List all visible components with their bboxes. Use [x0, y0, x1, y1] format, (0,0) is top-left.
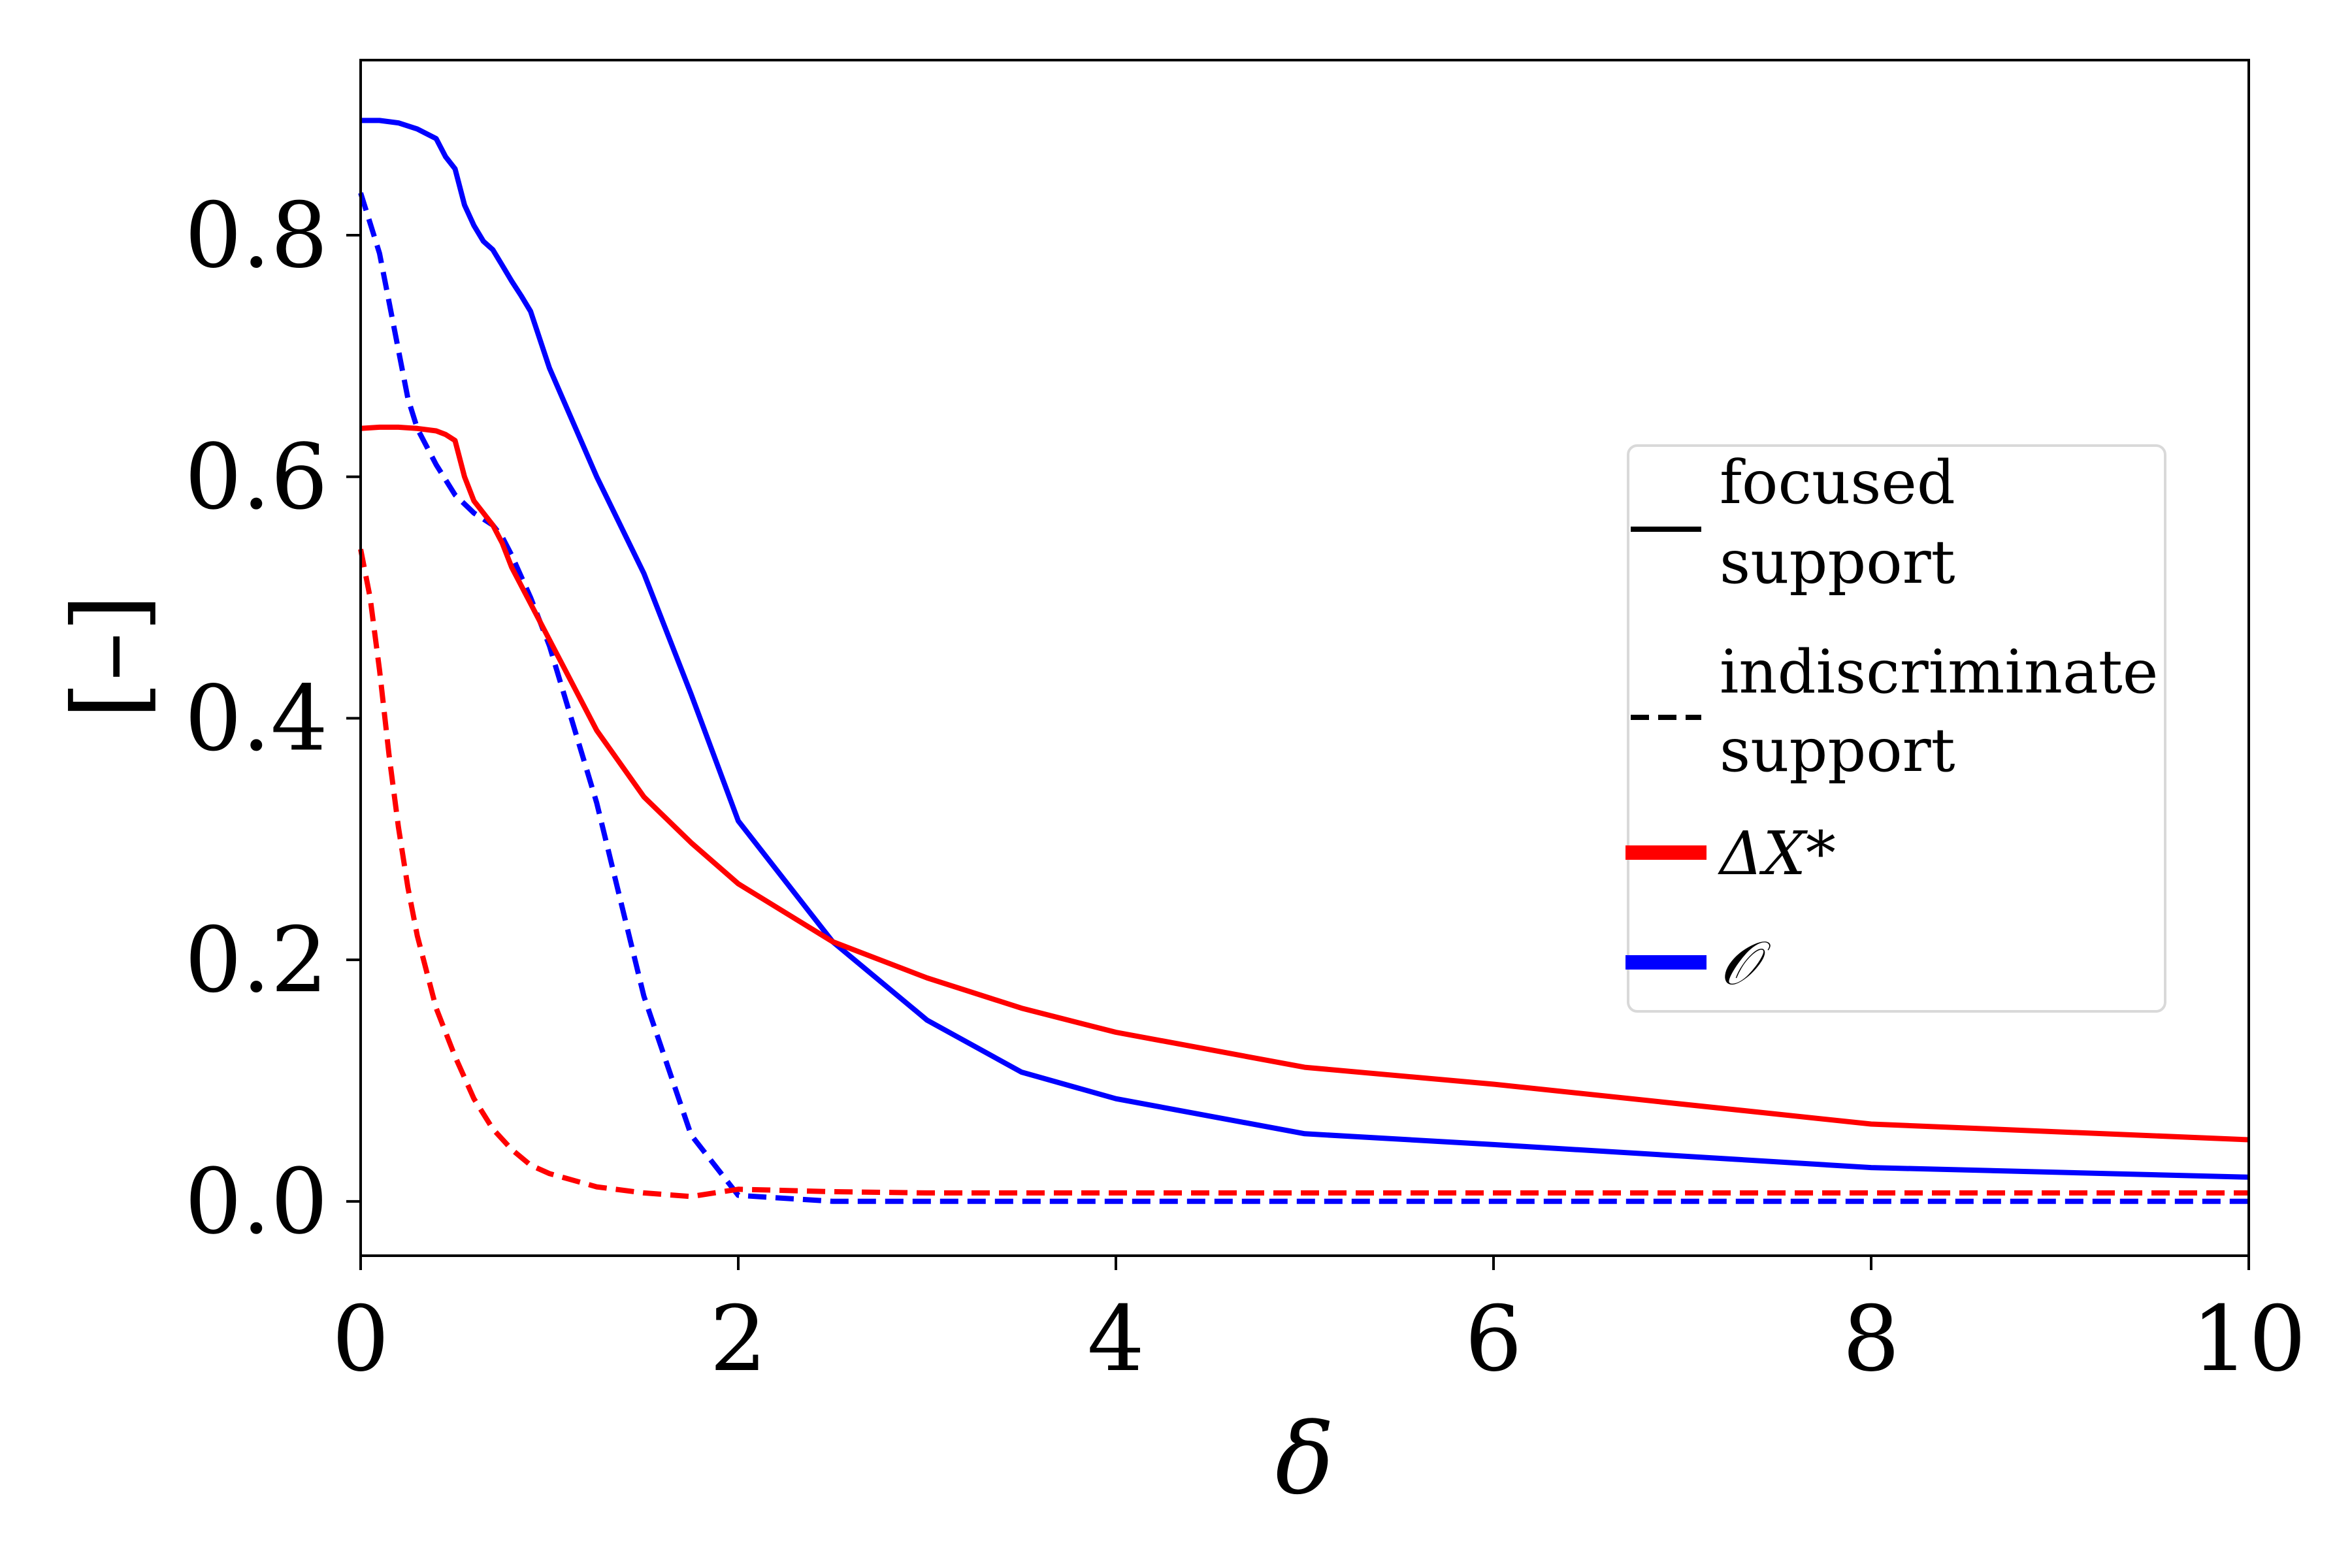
y-tick-label: 0.4 [185, 666, 328, 771]
x-tick-label: 4 [1087, 1286, 1145, 1392]
y-tick-label: 0.8 [185, 183, 328, 288]
x-axis-label: δ [1275, 1403, 1334, 1516]
series-line-0-solid [361, 118, 2249, 1180]
series-line-3-dashed [358, 548, 2249, 1200]
legend-indiscriminate-label-line2: support [1720, 715, 1955, 785]
y-tick-label: 0.0 [185, 1149, 328, 1254]
plot-frame [359, 59, 2250, 1257]
series-layer [358, 118, 2249, 1204]
series-line-2-solid [360, 424, 2249, 1143]
legend: focused support indiscriminate support Δ… [1625, 444, 2166, 1013]
x-tick-label: 10 [2191, 1286, 2306, 1392]
legend-indiscriminate-label-line1: indiscriminate [1720, 637, 2158, 707]
legend-box [1627, 444, 2166, 1013]
x-tick-label: 0 [332, 1286, 389, 1392]
legend-focused-label-line1: focused [1720, 448, 1955, 517]
y-tick-label: 0.6 [185, 425, 328, 530]
ticks-layer: 0 2 4 6 8 10 0.0 0.2 0.4 0.6 0.8 [185, 183, 2306, 1392]
y-tick-label: 0.2 [185, 907, 328, 1013]
x-tick-label: 6 [1465, 1286, 1522, 1392]
y-axis-label: [–] [52, 594, 166, 719]
legend-focused-label-line2: support [1720, 527, 1955, 597]
x-tick-label: 8 [1842, 1286, 1900, 1392]
x-tick-label: 2 [710, 1286, 767, 1392]
series-line-1-dashed [358, 192, 2249, 1204]
legend-delta-x-label: ΔX* [1718, 819, 1836, 889]
